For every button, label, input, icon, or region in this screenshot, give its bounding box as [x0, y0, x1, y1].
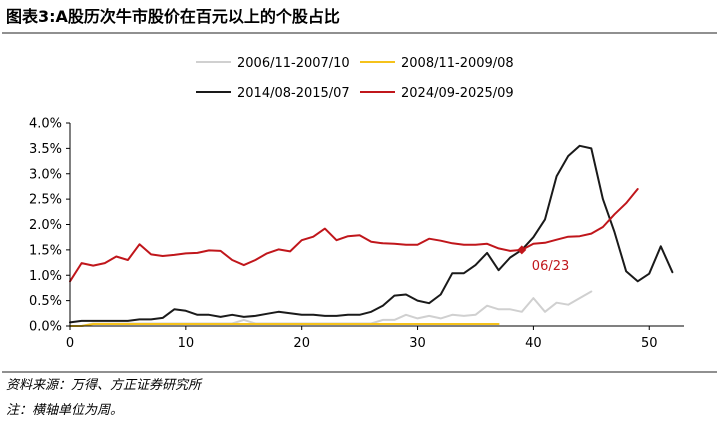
footnote: 注：横轴单位为周。: [6, 402, 123, 418]
y-tick-label: 3.5%: [29, 142, 62, 157]
axes: 0.0% 0.5% 1.0% 1.5% 2.0% 2.5% 3.0% 3.5% 4.0% 0 10 2…: [29, 117, 684, 351]
series-line-3: [69, 144, 674, 324]
legend-label: 2008/11-2009/08: [401, 56, 514, 71]
source-note: 资料来源：万得、方正证券研究所: [6, 377, 203, 393]
y-tick-label: 2.0%: [29, 218, 62, 233]
x-tick-label: 10: [178, 336, 195, 351]
legend: 2006/11-2007/10 2008/11-2009/08 2014/08-20…: [196, 56, 514, 101]
legend-label: 2006/11-2007/10: [237, 56, 350, 71]
series-line-1: [69, 290, 593, 327]
x-tick-label: 30: [409, 336, 426, 351]
y-tick-label: 0.0%: [29, 320, 62, 335]
y-tick-label: 4.0%: [29, 117, 62, 132]
annotation-label: 06/23: [532, 259, 569, 274]
y-tick-label: 0.5%: [29, 294, 62, 309]
x-tick-label: 50: [641, 336, 658, 351]
plot-area: 06/23: [69, 144, 674, 327]
y-tick-label: 2.5%: [29, 193, 62, 208]
x-tick-label: 0: [66, 336, 74, 351]
series-line-4: [69, 188, 639, 283]
x-tick-label: 40: [525, 336, 542, 351]
annotation-marker: [517, 245, 527, 255]
x-tick-label: 20: [293, 336, 310, 351]
chart-title: 图表3:A股历次牛市股价在百元以上的个股占比: [6, 7, 340, 26]
legend-label: 2014/08-2015/07: [237, 86, 350, 101]
legend-label: 2024/09-2025/09: [401, 86, 514, 101]
y-tick-label: 1.0%: [29, 269, 62, 284]
series-line-2: [69, 323, 500, 327]
y-tick-label: 1.5%: [29, 243, 62, 258]
y-tick-label: 3.0%: [29, 167, 62, 182]
